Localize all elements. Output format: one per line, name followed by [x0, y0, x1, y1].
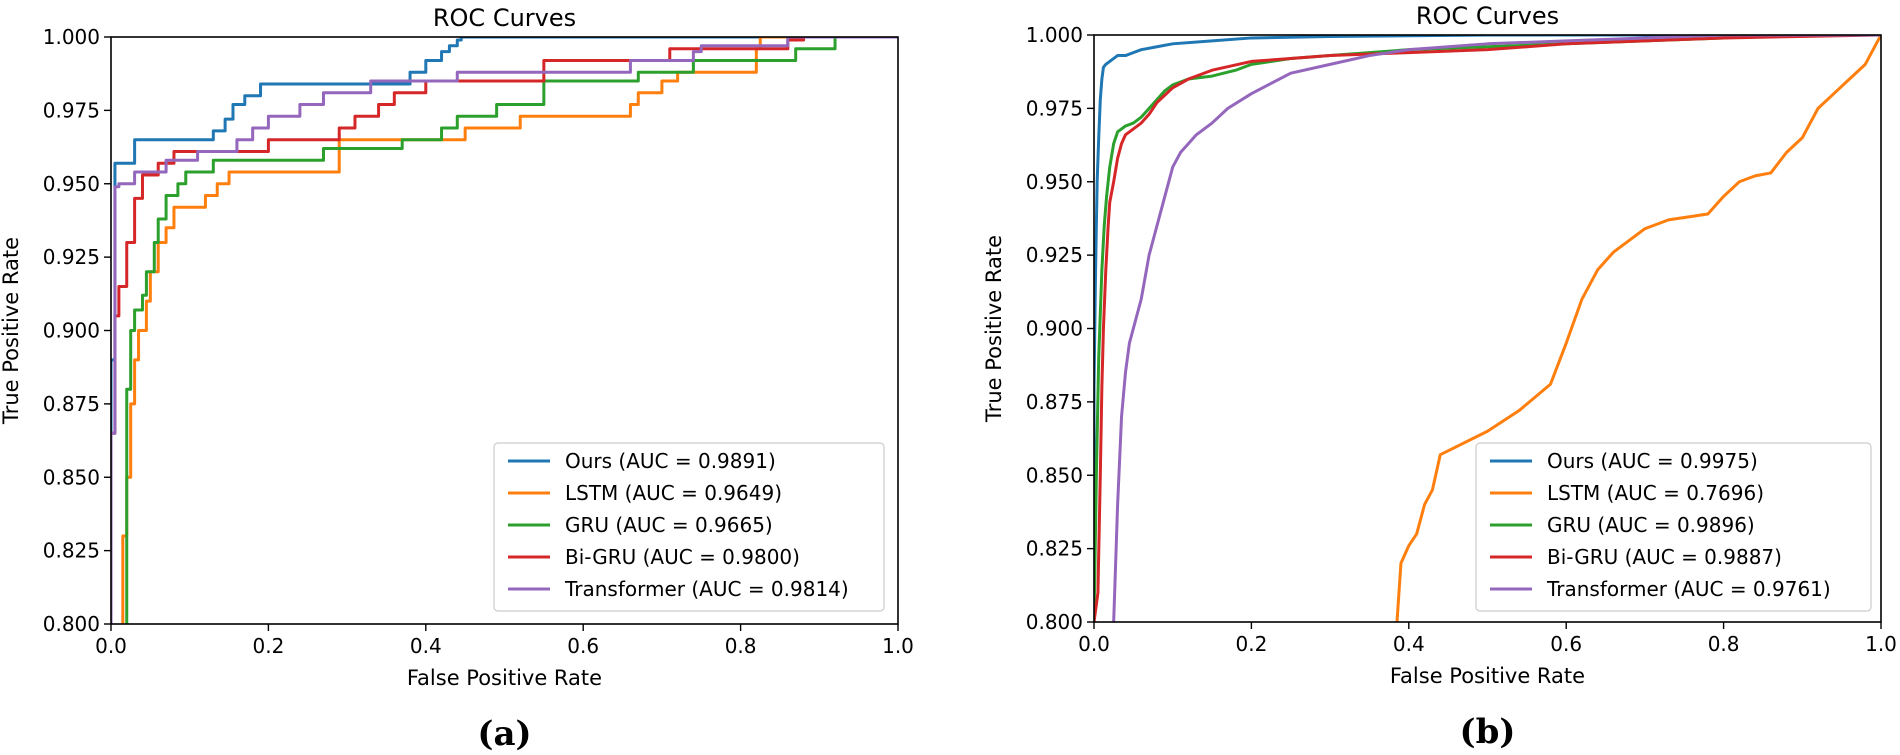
- legend-label: Ours (AUC = 0.9891): [565, 449, 776, 473]
- legend: Ours (AUC = 0.9891) LSTM (AUC = 0.9649) GR…: [493, 442, 885, 612]
- series-line-lstm: [121, 37, 898, 624]
- series-line-gru: [125, 37, 898, 624]
- x-tick-label: 0.0: [1078, 632, 1110, 656]
- y-tick-label: 0.925: [43, 245, 100, 269]
- legend-label: GRU (AUC = 0.9896): [1547, 513, 1755, 537]
- x-tick-label: 1.0: [1865, 632, 1897, 656]
- legend-label: Bi-GRU (AUC = 0.9887): [1547, 545, 1782, 569]
- y-tick-label: 0.950: [43, 172, 100, 196]
- x-axis-label: False Positive Rate: [407, 666, 602, 690]
- y-axis-label: True Positive Rate: [0, 237, 23, 425]
- series-line-bi-gru: [1094, 35, 1881, 622]
- series-line-ours: [1094, 35, 1881, 622]
- y-axis-label: True Positive Rate: [982, 235, 1006, 423]
- legend-box: [1475, 442, 1872, 612]
- panel-b: 0.0 0.2 0.4 0.6 0.8 1.0 0.800 0.825 0.850 0.875 0.…: [982, 2, 1897, 752]
- series-line-ours: [111, 37, 898, 624]
- y-tick-label: 1.000: [1026, 23, 1083, 47]
- x-tick-label: 0.2: [252, 634, 284, 658]
- x-tick-label: 0.2: [1235, 632, 1267, 656]
- x-tick-label: 0.0: [95, 634, 127, 658]
- chart-title: ROC Curves: [433, 4, 576, 32]
- y-tick-label: 0.900: [1026, 317, 1083, 341]
- series-lines: [111, 37, 898, 624]
- series-line-gru: [1094, 35, 1881, 622]
- x-tick-label: 0.4: [1393, 632, 1425, 656]
- series-line-transformer: [1112, 35, 1881, 622]
- y-tick-label: 0.825: [43, 539, 100, 563]
- legend-label: Transformer (AUC = 0.9814): [564, 577, 849, 601]
- panel-caption: (a): [477, 714, 531, 754]
- y-tick-label: 0.925: [1026, 243, 1083, 267]
- legend-label: LSTM (AUC = 0.7696): [1547, 481, 1764, 505]
- y-tick-label: 0.900: [43, 319, 100, 343]
- series-line-lstm: [1395, 35, 1881, 622]
- y-tick-label: 0.950: [1026, 170, 1083, 194]
- y-tick-label: 0.850: [43, 465, 100, 489]
- x-tick-label: 1.0: [882, 634, 914, 658]
- legend-box: [493, 442, 885, 612]
- y-tick-label: 0.875: [43, 392, 100, 416]
- y-tick-label: 0.850: [1026, 463, 1083, 487]
- x-tick-label: 0.6: [567, 634, 599, 658]
- legend-label: Ours (AUC = 0.9975): [1547, 449, 1758, 473]
- legend-label: Transformer (AUC = 0.9761): [1546, 577, 1831, 601]
- legend-label: GRU (AUC = 0.9665): [565, 513, 773, 537]
- series-line-transformer: [111, 37, 898, 624]
- y-tick-label: 0.825: [1026, 537, 1083, 561]
- legend: Ours (AUC = 0.9975) LSTM (AUC = 0.7696) GR…: [1475, 442, 1872, 612]
- series-lines: [1094, 35, 1881, 622]
- panel-a: 0.0 0.2 0.4 0.6 0.8 1.0 0.800 0.825 0.850 0.875 0.…: [0, 4, 914, 754]
- chart-title: ROC Curves: [1416, 2, 1559, 30]
- legend-label: Bi-GRU (AUC = 0.9800): [565, 545, 800, 569]
- y-tick-label: 1.000: [43, 25, 100, 49]
- y-tick-label: 0.875: [1026, 390, 1083, 414]
- panel-caption: (b): [1460, 712, 1516, 752]
- y-tick-label: 0.800: [43, 612, 100, 636]
- y-tick-label: 0.800: [1026, 610, 1083, 634]
- x-tick-label: 0.6: [1550, 632, 1582, 656]
- y-tick-label: 0.975: [43, 98, 100, 122]
- legend-label: LSTM (AUC = 0.9649): [565, 481, 782, 505]
- x-tick-label: 0.8: [1708, 632, 1740, 656]
- x-tick-label: 0.4: [410, 634, 442, 658]
- y-tick-label: 0.975: [1026, 96, 1083, 120]
- x-tick-label: 0.8: [725, 634, 757, 658]
- x-axis-label: False Positive Rate: [1390, 664, 1585, 688]
